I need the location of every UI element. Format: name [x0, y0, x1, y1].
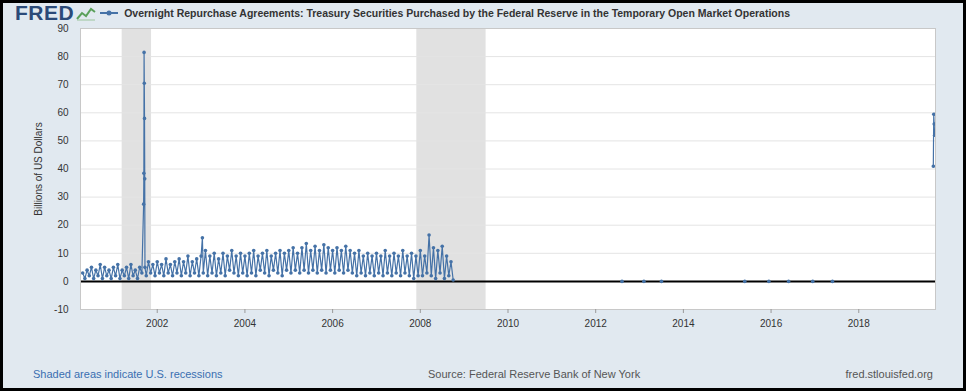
html-text:Overnight Repurchase Agreement: Overnight Repurchase Agreements: Treasur… [124, 7, 790, 19]
svg-text:30: 30 [57, 191, 69, 202]
svg-text:2014: 2014 [672, 318, 695, 329]
svg-text:10: 10 [57, 248, 69, 259]
svg-text:2016: 2016 [760, 318, 783, 329]
html-text:Source: Federal Reserve Bank o: Source: Federal Reserve Bank of New York [428, 367, 641, 380]
svg-text:70: 70 [57, 79, 69, 90]
svg-text:0: 0 [63, 276, 69, 287]
svg-text:2010: 2010 [497, 318, 520, 329]
svg-text:2012: 2012 [585, 318, 608, 329]
html-text:fred.stlouisfed.org: fred.stlouisfed.org [845, 367, 933, 380]
svg-text:50: 50 [57, 135, 69, 146]
svg-text:2006: 2006 [321, 318, 344, 329]
svg-text:80: 80 [57, 51, 69, 62]
html-text:FRED: FRED [15, 1, 75, 24]
svg-text:60: 60 [57, 107, 69, 118]
svg-text:2008: 2008 [409, 318, 432, 329]
svg-text:90: 90 [57, 23, 69, 34]
svg-text:2002: 2002 [146, 318, 169, 329]
svg-text:Billions of US Dollars: Billions of US Dollars [33, 122, 44, 215]
html-text:Shaded areas indicate U.S. rec: Shaded areas indicate U.S. recessions [33, 367, 223, 380]
svg-text:2004: 2004 [234, 318, 257, 329]
svg-text:40: 40 [57, 163, 69, 174]
svg-text:-10: -10 [54, 304, 69, 315]
svg-text:2018: 2018 [848, 318, 871, 329]
svg-text:20: 20 [57, 219, 69, 230]
